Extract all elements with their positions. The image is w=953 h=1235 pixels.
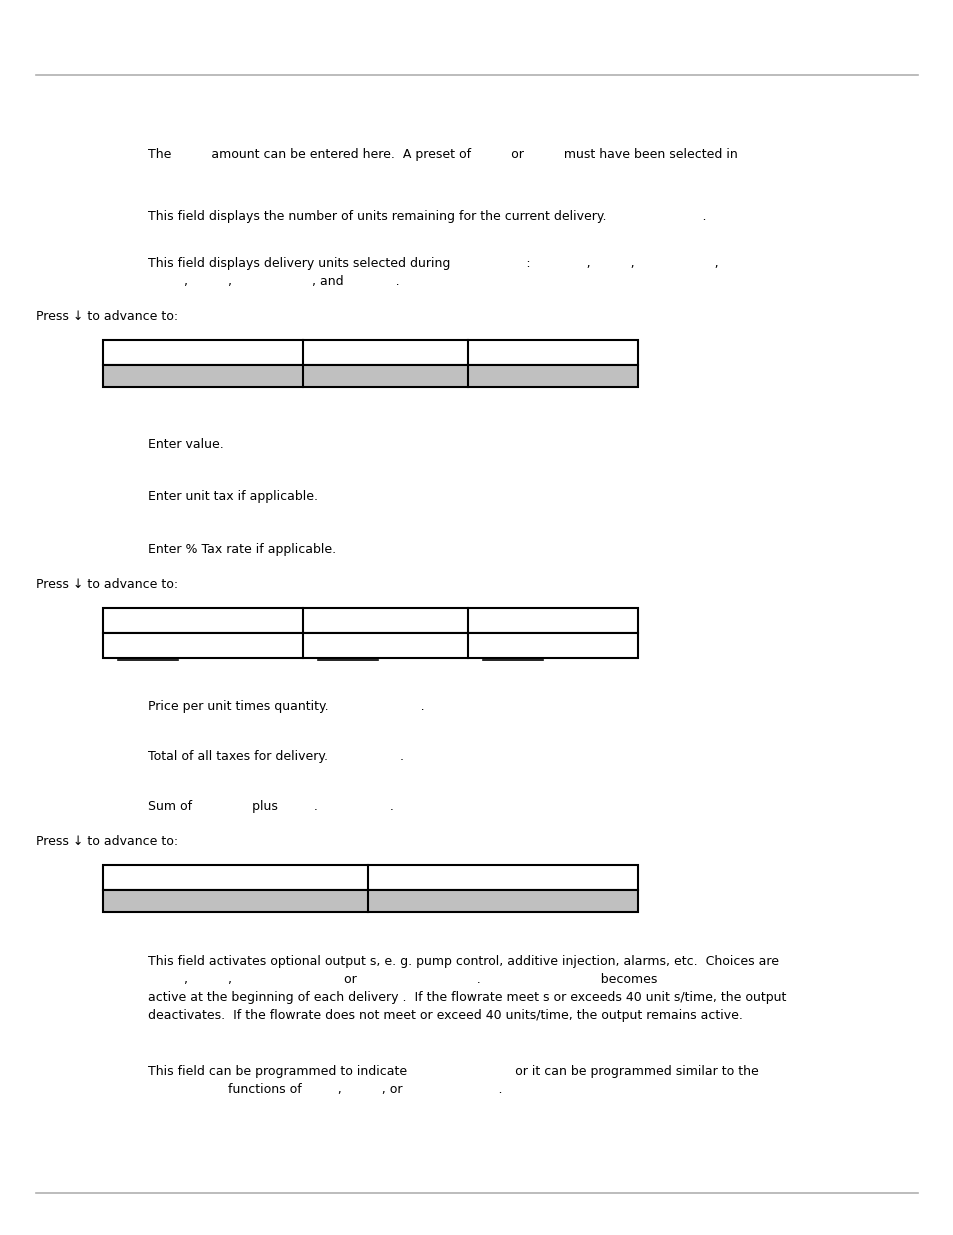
Bar (103, 864, 638, 890)
Text: This field can be programmed to indicate                           or it can be : This field can be programmed to indicate… (148, 1065, 758, 1078)
Text: Total of all taxes for delivery.                  .: Total of all taxes for delivery. . (148, 750, 403, 763)
Bar (103, 340, 638, 366)
Text: Enter unit tax if applicable.: Enter unit tax if applicable. (148, 490, 317, 503)
Text: Price per unit times quantity.                       .: Price per unit times quantity. . (148, 700, 424, 713)
Text: deactivates.  If the flowrate does not meet or exceed 40 units/time, the output : deactivates. If the flowrate does not me… (148, 1009, 742, 1023)
Text: This field activates optional output s, e. g. pump control, additive injection, : This field activates optional output s, … (148, 955, 779, 968)
Text: ,          ,                            or                              .       : , , or . (148, 973, 657, 986)
Text: Enter value.: Enter value. (148, 438, 224, 451)
Text: Press ↓ to advance to:: Press ↓ to advance to: (36, 835, 178, 848)
Bar (103, 366, 638, 387)
Bar (103, 890, 638, 911)
Text: Press ↓ to advance to:: Press ↓ to advance to: (36, 578, 178, 592)
Text: The          amount can be entered here.  A preset of          or          must : The amount can be entered here. A preset… (148, 148, 737, 161)
Text: Enter % Tax rate if applicable.: Enter % Tax rate if applicable. (148, 543, 335, 556)
Text: ,          ,                    , and             .: , , , and . (148, 275, 399, 288)
Text: This field displays delivery units selected during                   :          : This field displays delivery units selec… (148, 257, 718, 270)
Text: Sum of               plus         .                  .: Sum of plus . . (148, 800, 394, 813)
Text: active at the beginning of each delivery .  If the flowrate meet s or exceeds 40: active at the beginning of each delivery… (148, 990, 785, 1004)
Bar (103, 608, 638, 634)
Bar (103, 634, 638, 658)
Text: Press ↓ to advance to:: Press ↓ to advance to: (36, 310, 178, 324)
Text: functions of         ,          , or                        .: functions of , , or . (148, 1083, 502, 1095)
Text: This field displays the number of units remaining for the current delivery.     : This field displays the number of units … (148, 210, 706, 224)
